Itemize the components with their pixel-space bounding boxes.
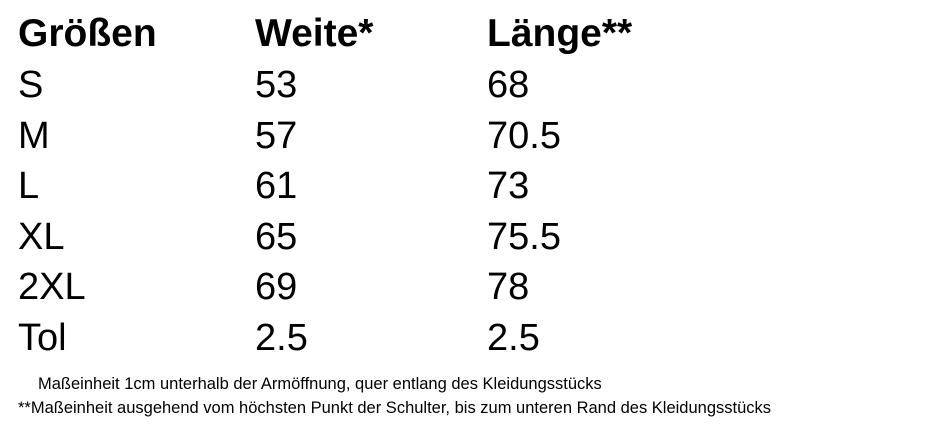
- measurement: 73: [487, 165, 530, 207]
- size-label: Tol: [18, 316, 67, 359]
- column-header: Länge**: [487, 12, 633, 55]
- note: Maßeinheit 1cm unterhalb der Armöffnung,…: [38, 375, 602, 393]
- size-label: 2XL: [18, 266, 86, 308]
- measurement: 69: [255, 266, 298, 308]
- measurement: 78: [487, 266, 530, 308]
- measurement: 2.5: [255, 316, 308, 359]
- measurement: 61: [255, 165, 298, 207]
- size-label: L: [18, 165, 40, 207]
- measurement: 2.5: [487, 316, 540, 359]
- measurement: 68: [487, 64, 530, 106]
- measurement: 65: [255, 215, 298, 258]
- column-header: Größen: [18, 12, 157, 55]
- column-header: Weite*: [255, 12, 374, 55]
- measurement: 57: [255, 114, 298, 157]
- measurement: 53: [255, 64, 298, 106]
- note: **Maßeinheit ausgehend vom höchsten Punk…: [18, 399, 772, 417]
- size-label: XL: [18, 215, 65, 258]
- size-label: S: [18, 64, 44, 106]
- measurement: 75.5: [487, 215, 561, 258]
- size-label: M: [18, 114, 50, 157]
- measurement: 70.5: [487, 114, 561, 157]
